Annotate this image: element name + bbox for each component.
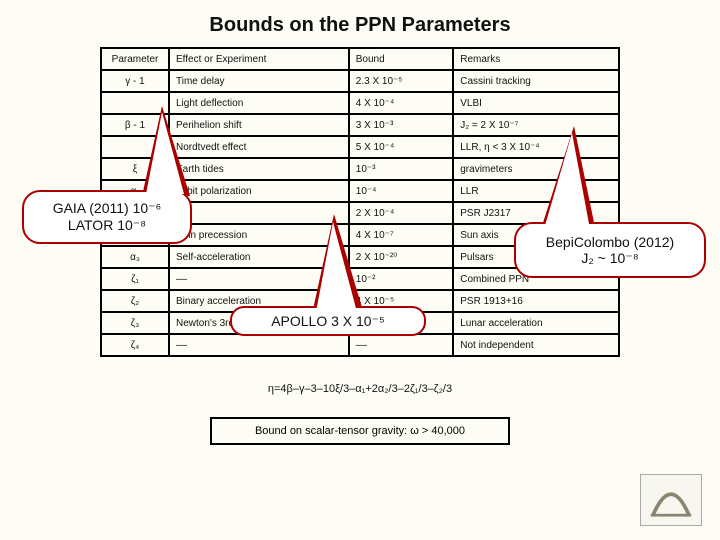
cell-bound: 10⁻³ (349, 158, 453, 180)
cell-param: ζ₃ (101, 312, 169, 334)
col-parameter: Parameter (101, 48, 169, 70)
cell-param: ζ₁ (101, 268, 169, 290)
cell-bound: 2 X 10⁻²⁰ (349, 246, 453, 268)
cell-remarks: Not independent (453, 334, 619, 356)
cell-bound: 4 X 10⁻⁴ (349, 92, 453, 114)
scalar-tensor-bound-box: Bound on scalar-tensor gravity: ω > 40,0… (210, 417, 510, 445)
cell-bound: 3 X 10⁻³ (349, 114, 453, 136)
col-remarks: Remarks (453, 48, 619, 70)
cell-bound: 10⁻² (349, 268, 453, 290)
cell-effect: Light deflection (169, 92, 349, 114)
callout-center-line1: APOLLO 3 X 10⁻⁵ (271, 313, 385, 330)
callout-left-line1: GAIA (2011) 10⁻⁶ (53, 200, 162, 217)
cell-bound: 10⁻⁴ (349, 180, 453, 202)
page-title: Bounds on the PPN Parameters (0, 0, 720, 47)
table-row: ζ₄––––Not independent (101, 334, 619, 356)
callout-right-pointer-fill (544, 133, 590, 229)
cell-effect: –– (169, 334, 349, 356)
callout-left-pointer-fill (146, 112, 184, 194)
cell-bound: 5 X 10⁻⁴ (349, 136, 453, 158)
col-effect: Effect or Experiment (169, 48, 349, 70)
cell-remarks: PSR 1913+16 (453, 290, 619, 312)
callout-bepicolombo: BepiColombo (2012) J₂ ~ 10⁻⁸ (514, 222, 706, 278)
col-bound: Bound (349, 48, 453, 70)
cell-param: α₃ (101, 246, 169, 268)
cell-effect: Orbit polarization (169, 180, 349, 202)
callout-right-line2: J₂ ~ 10⁻⁸ (581, 250, 638, 267)
cell-remarks: Cassini tracking (453, 70, 619, 92)
institution-logo (640, 474, 702, 526)
callout-left-line2: LATOR 10⁻⁸ (68, 217, 146, 234)
cell-effect: Time delay (169, 70, 349, 92)
cell-param: ζ₂ (101, 290, 169, 312)
callout-gaia-lator: GAIA (2011) 10⁻⁶ LATOR 10⁻⁸ (22, 190, 192, 244)
cell-effect: Earth tides (169, 158, 349, 180)
cell-bound: –– (349, 334, 453, 356)
callout-right-line1: BepiColombo (2012) (546, 234, 674, 250)
cell-remarks: VLBI (453, 92, 619, 114)
eta-equation: η=4β–γ–3–10ξ/3–α₁+2α₂/3–2ζ₁/3–ζ₂/3 (0, 383, 720, 395)
cell-bound: 2 X 10⁻⁴ (349, 202, 453, 224)
cell-param: γ - 1 (101, 70, 169, 92)
cell-effect: Nordtvedt effect (169, 136, 349, 158)
cell-param: ζ₄ (101, 334, 169, 356)
callout-center-pointer-fill (316, 222, 357, 312)
cell-bound: 2.3 X 10⁻⁵ (349, 70, 453, 92)
cell-bound: 4 X 10⁻⁷ (349, 224, 453, 246)
table-row: γ - 1Time delay2.3 X 10⁻⁵Cassini trackin… (101, 70, 619, 92)
table-header-row: Parameter Effect or Experiment Bound Rem… (101, 48, 619, 70)
cell-remarks: Lunar acceleration (453, 312, 619, 334)
arch-icon (648, 481, 694, 519)
cell-effect: Perihelion shift (169, 114, 349, 136)
